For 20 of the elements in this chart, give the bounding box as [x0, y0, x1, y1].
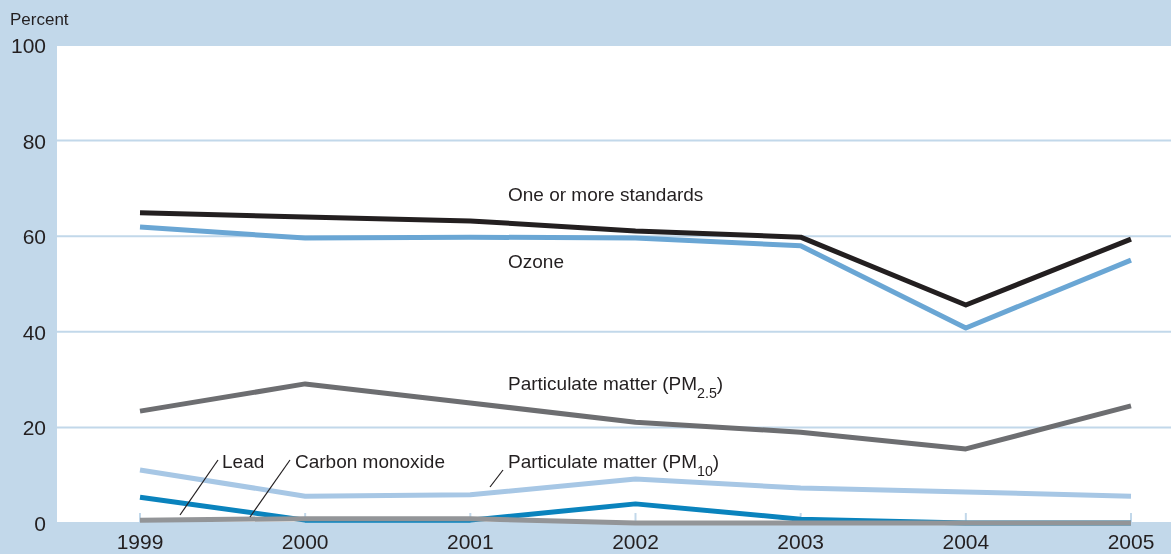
- series-label: Particulate matter (PM$_{10}$): [508, 451, 720, 479]
- series-label: Lead: [222, 451, 265, 472]
- x-tick-label: 2000: [281, 530, 329, 553]
- text: Carbon monoxide: [295, 451, 445, 472]
- y-tick-label: 40: [22, 320, 46, 344]
- series-label: Ozone: [508, 251, 564, 272]
- series-label: Particulate matter (PM$_{2.5}$): [508, 373, 724, 401]
- x-tick-label: 1999: [116, 530, 164, 553]
- y-tick-label: 0: [34, 512, 46, 535]
- x-tick-label: 2005: [1107, 530, 1155, 553]
- y-tick-label: 20: [22, 416, 46, 440]
- y-tick-label: 80: [22, 129, 46, 153]
- x-tick-label: 2001: [446, 530, 494, 553]
- y-tick-label: 60: [22, 225, 46, 249]
- y-tick-label: 100: [10, 34, 46, 57]
- x-tick-label: 2003: [777, 530, 825, 553]
- series-label: One or more standards: [508, 184, 704, 205]
- x-tick-label: 2004: [942, 530, 990, 553]
- y-axis-title: Percent: [10, 10, 69, 29]
- x-tick-label: 2002: [612, 530, 659, 553]
